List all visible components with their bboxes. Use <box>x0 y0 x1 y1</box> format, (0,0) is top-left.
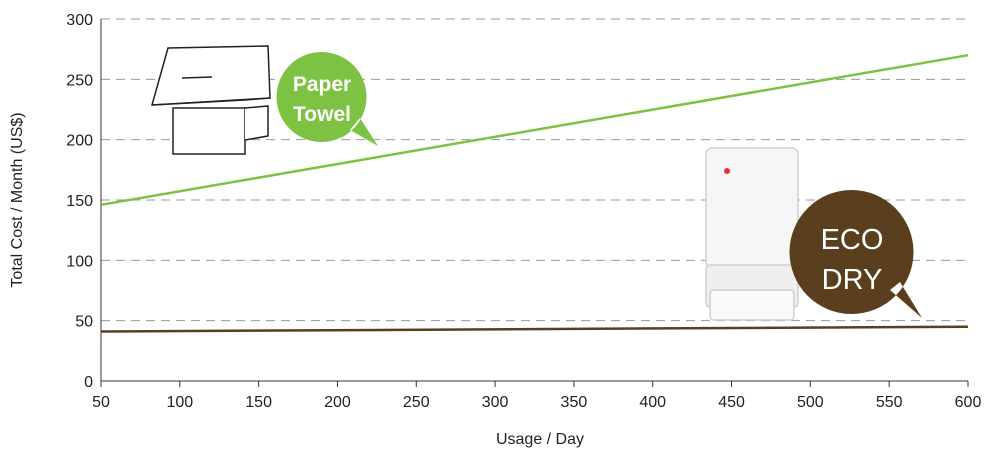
y-tick-label: 250 <box>66 72 93 89</box>
y-tick-label: 50 <box>75 314 93 331</box>
paper-towel-illustration <box>150 45 271 155</box>
series-label: Paper Towel <box>292 73 352 126</box>
eco-dry-bubble <box>789 189 922 318</box>
x-tick-label: 100 <box>166 394 193 411</box>
series-label: ECO DRY <box>820 224 884 296</box>
x-tick-label: 400 <box>639 394 666 411</box>
x-tick-label: 550 <box>876 394 903 411</box>
series-line <box>100 53 969 207</box>
paper-towel-bubble <box>276 51 378 147</box>
x-tick-label: 500 <box>797 394 824 411</box>
x-tick-label: 50 <box>92 394 110 411</box>
y-tick-label: 200 <box>66 133 93 150</box>
y-axis-label: Total Cost / Month (US$) <box>9 112 26 287</box>
x-tick-label: 150 <box>245 394 272 411</box>
x-tick-label: 450 <box>718 394 745 411</box>
y-tick-label: 0 <box>84 374 93 391</box>
x-tick-label: 350 <box>561 394 588 411</box>
x-tick-label: 600 <box>955 394 982 411</box>
x-tick-label: 250 <box>403 394 430 411</box>
x-tick-label: 300 <box>482 394 509 411</box>
series-line <box>100 325 969 333</box>
y-tick-label: 300 <box>66 12 93 29</box>
y-tick-label: 150 <box>66 193 93 210</box>
y-tick-label: 100 <box>66 253 93 270</box>
hand-dryer-illustration <box>705 147 799 321</box>
x-tick-label: 200 <box>324 394 351 411</box>
x-axis-label: Usage / Day <box>496 431 584 448</box>
